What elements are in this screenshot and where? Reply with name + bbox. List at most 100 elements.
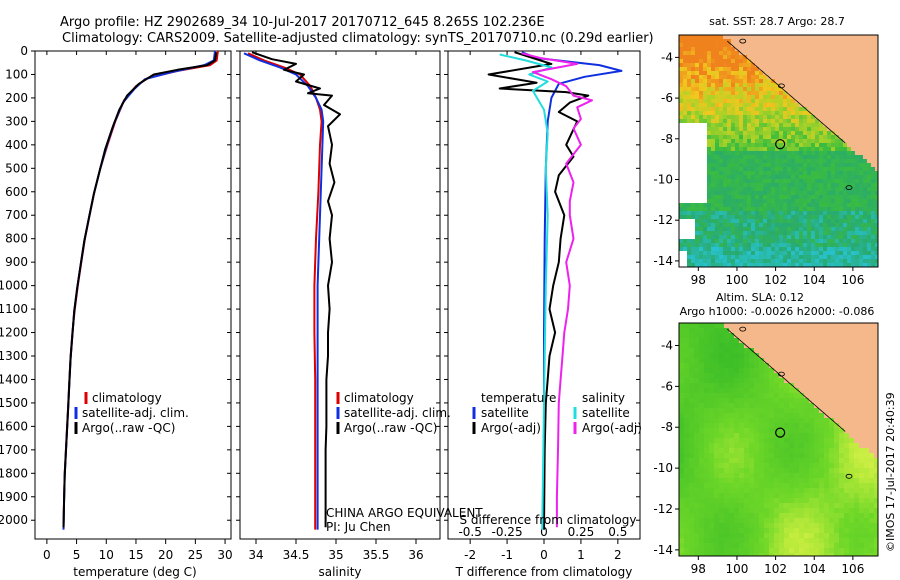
sst-map-cell — [759, 147, 764, 152]
sla-map-cell — [734, 378, 740, 384]
sst-map-cell — [811, 47, 816, 52]
sst-map-cell — [811, 103, 816, 108]
sla-map-cell — [819, 418, 825, 424]
sla-map-cell — [864, 488, 870, 494]
sla-map-cell — [834, 353, 840, 359]
sst-map-cell — [815, 211, 820, 216]
sst-map-cell — [791, 207, 796, 212]
sla-map-cell — [869, 393, 875, 399]
sla-map-cell — [714, 383, 720, 389]
sst-map-cell — [715, 43, 720, 48]
sst-map-cell — [835, 91, 840, 96]
sla-map-cell — [694, 408, 700, 414]
sst-map-cell — [843, 71, 848, 76]
sst-map-cell — [779, 251, 784, 256]
sst-map-cell — [683, 79, 688, 84]
sst-map-cell — [731, 43, 736, 48]
sst-map-cell — [739, 75, 744, 80]
sst-map-cell — [811, 67, 816, 72]
sst-map-cell — [811, 167, 816, 172]
sst-map-cell — [683, 119, 688, 124]
sla-map-cell — [774, 403, 780, 409]
sla-map-cell — [734, 523, 740, 529]
sst-map-cell — [847, 183, 852, 188]
sst-map-cell — [855, 167, 860, 172]
sst-map-cell — [831, 211, 836, 216]
sst-map-cell — [875, 119, 878, 124]
sst-map-cell — [759, 91, 764, 96]
sst-map-cell — [851, 43, 856, 48]
sla-map-cell — [734, 518, 740, 524]
sst-map-cell — [759, 107, 764, 112]
sst-map-cell — [807, 219, 812, 224]
sst-map-cell — [791, 107, 796, 112]
sst-map-cell — [867, 251, 872, 256]
sst-map-cell — [695, 211, 700, 216]
sst-map-cell — [791, 259, 796, 264]
sst-map-cell — [779, 47, 784, 52]
sst-map-cell — [791, 255, 796, 260]
sla-map-cell — [689, 368, 695, 374]
sst-map-cell — [735, 175, 740, 180]
sst-map-cell — [827, 179, 832, 184]
sst-map-cell — [835, 135, 840, 140]
sla-map-cell — [754, 433, 760, 439]
sla-map-cell — [789, 343, 795, 349]
sst-map-cell — [679, 111, 684, 116]
sst-map-cell — [751, 63, 756, 68]
sla-map-cell — [864, 513, 870, 519]
sla-map-cell — [754, 483, 760, 489]
sst-map-cell — [739, 175, 744, 180]
sla-map-cell — [809, 528, 815, 534]
sla-map-cell — [854, 383, 860, 389]
sla-map-cell — [814, 483, 820, 489]
sla-map-cell — [739, 348, 745, 354]
sla-map-cell — [779, 328, 785, 334]
sst-map-cell — [847, 51, 852, 56]
sst-map-cell — [715, 87, 720, 92]
sla-map-cell — [839, 333, 845, 339]
sla-map-cell — [849, 338, 855, 344]
sst-map-cell — [679, 95, 684, 100]
sla-map-cell — [749, 393, 755, 399]
sla-map-cell — [819, 538, 825, 544]
sla-map-cell — [849, 423, 855, 429]
sst-map-cell — [823, 187, 828, 192]
sst-map-cell — [803, 131, 808, 136]
sst-map-cell — [811, 183, 816, 188]
sla-map-cell — [779, 418, 785, 424]
sla-map-cell — [694, 418, 700, 424]
sst-map-cell — [803, 183, 808, 188]
sst-map-cell — [775, 95, 780, 100]
sla-map-cell — [809, 428, 815, 434]
sst-map-cell — [687, 67, 692, 72]
sla-map-cell — [759, 463, 765, 469]
sst-map-cell — [711, 71, 716, 76]
sla-map-cell — [689, 488, 695, 494]
sst-map-cell — [695, 115, 700, 120]
sla-map-cell — [789, 493, 795, 499]
sla-map-cell — [854, 413, 860, 419]
sla-map-cell — [689, 383, 695, 389]
sst-map-cell — [747, 223, 752, 228]
sst-map-cell — [807, 99, 812, 104]
sla-map-cell — [704, 378, 710, 384]
sst-map-cell — [859, 147, 864, 152]
sst-map-cell — [747, 171, 752, 176]
sst-map-cell — [855, 255, 860, 260]
sla-map-cell — [689, 328, 695, 334]
sla-map-cell — [874, 353, 878, 359]
sst-map-cell — [687, 255, 692, 260]
sla-map-cell — [744, 398, 750, 404]
sla-map-cell — [704, 398, 710, 404]
sst-map-cell — [815, 163, 820, 168]
sst-map-cell — [691, 35, 696, 40]
sst-map-cell — [747, 227, 752, 232]
sla-map-cell — [769, 403, 775, 409]
sst-map-cell — [783, 199, 788, 204]
sst-map-cell — [779, 259, 784, 264]
sst-map-cell — [703, 139, 708, 144]
sst-map-cell — [839, 247, 844, 252]
sst-map-cell — [855, 47, 860, 52]
sst-map-cell — [843, 255, 848, 260]
